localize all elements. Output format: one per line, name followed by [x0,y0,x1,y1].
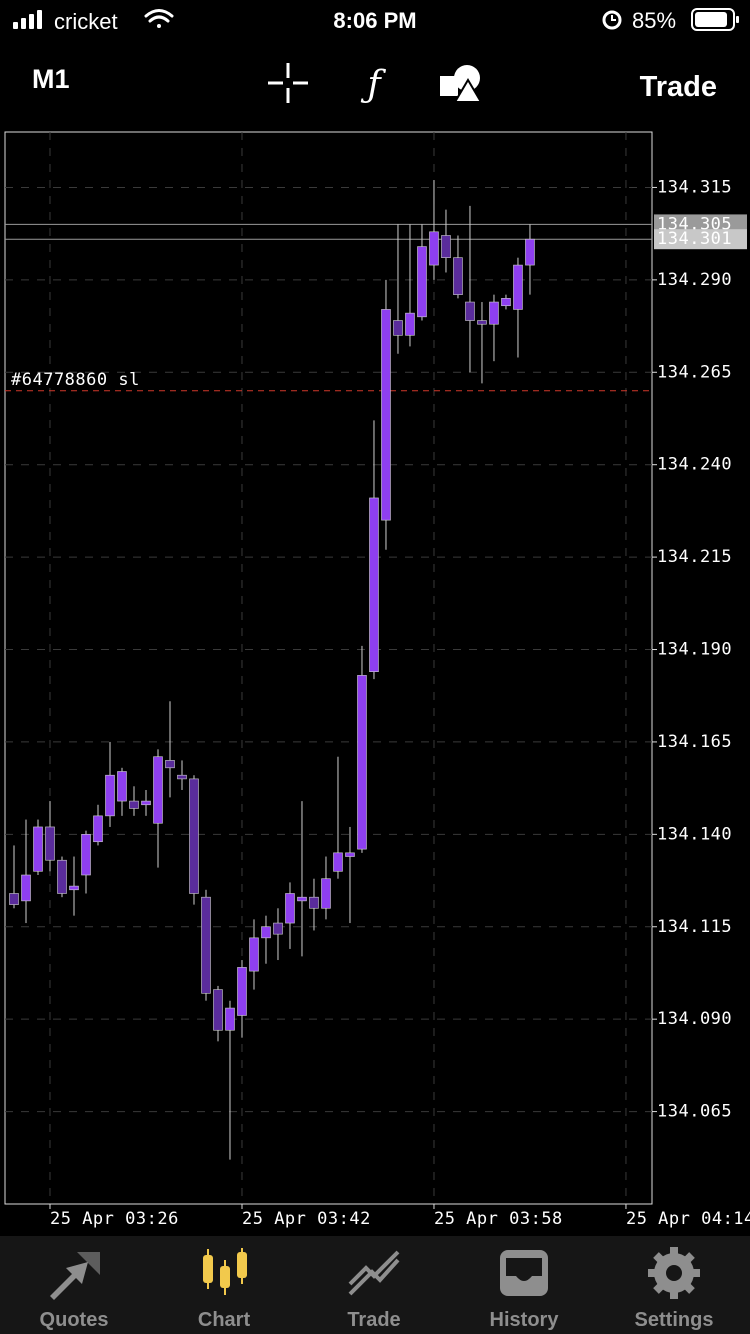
candle-body [453,257,463,295]
candle-body [141,800,151,806]
candle-body [525,238,535,266]
y-tick-label: 134.290 [657,270,732,290]
tab-label[interactable]: Quotes [40,1309,109,1331]
chart-frame [4,131,653,1205]
candle-body [465,301,475,321]
tab-label[interactable]: Settings [635,1309,714,1331]
candle-body [225,1007,235,1031]
history-icon [500,1250,548,1296]
y-tick-label: 134.140 [657,824,732,844]
quotes-icon [50,1252,100,1300]
candle-body [393,320,403,336]
candle-body [201,896,211,994]
chart: 134.315 134.290 134.265 134.240 134.215 134.1… [5,132,750,1229]
bid-price-label: 134.301 [657,229,732,249]
x-tick-label: 25 Apr 03:26 [50,1209,179,1229]
candle-body [477,320,487,325]
y-tick-label: 134.265 [657,362,732,382]
y-tick-label: 134.165 [657,732,732,752]
candle-body [213,989,223,1031]
candle-body [57,859,67,894]
candle-body [441,235,451,258]
alarm-icon [602,10,622,30]
battery-percent: 85% [632,8,676,33]
candle-body [81,834,91,876]
candle-body [273,922,283,935]
timeframe-button[interactable]: M1 [32,64,70,94]
candle-body [381,309,391,521]
candle-body [21,874,31,902]
objects-button[interactable] [440,65,483,103]
candle-body [405,312,415,336]
candle-body [153,756,163,824]
y-tick-label: 134.315 [657,177,732,197]
candle-body [369,497,379,672]
trade-icon [348,1250,400,1296]
candle-body [129,800,139,809]
y-tick-label: 134.090 [657,1009,732,1029]
candle-body [333,852,343,872]
bid-price-box [654,229,747,250]
candle-body [189,778,199,894]
signal-icon [13,10,42,29]
tab-label[interactable]: History [490,1309,560,1331]
y-tick-label: 134.190 [657,640,732,660]
chart-icon [203,1248,247,1295]
stop-loss-label: #64778860 sl [11,370,140,390]
x-tick-label: 25 Apr 03:42 [242,1209,371,1229]
y-tick-label: 134.240 [657,455,732,475]
candle-body [69,885,79,891]
candle-body [9,893,19,905]
candle-body [93,815,103,843]
candle-body [105,774,115,817]
x-tick-label: 25 Apr 03:58 [434,1209,563,1229]
candle-body [513,264,523,310]
candle-body [261,926,271,939]
trade-button[interactable]: Trade [640,71,717,103]
candle-body [177,774,187,780]
y-tick-label: 134.115 [657,917,732,937]
carrier: cricket [54,9,118,34]
candle-body [285,893,295,924]
candle-body [165,760,175,769]
y-tick-label: 134.215 [657,547,732,567]
candle-body [237,967,247,1016]
candle-body [345,852,355,857]
crosshair-button[interactable] [268,63,308,103]
y-tick-label: 134.065 [657,1102,732,1122]
candle-body [33,826,43,872]
candle-body [249,937,259,972]
x-tick-label: 25 Apr 04:14 [626,1209,750,1229]
battery-icon [691,8,739,31]
wifi-icon [144,9,174,28]
candle-body [45,826,55,861]
indicators-button[interactable]: ƒ [360,64,386,105]
tab-label[interactable]: Trade [347,1309,400,1331]
candle-body [429,231,439,266]
candle-body [501,298,511,307]
candle-body [489,301,499,325]
tab-label[interactable]: Chart [198,1309,251,1331]
clock: 8:06 PM [333,8,416,33]
candle-body [297,896,307,902]
tab-bar [0,1236,750,1334]
candle-body [309,896,319,909]
settings-icon [648,1247,700,1299]
candle-body [417,246,427,318]
candle-body [357,675,367,850]
candle-body [117,771,127,802]
candle-body [321,878,331,909]
